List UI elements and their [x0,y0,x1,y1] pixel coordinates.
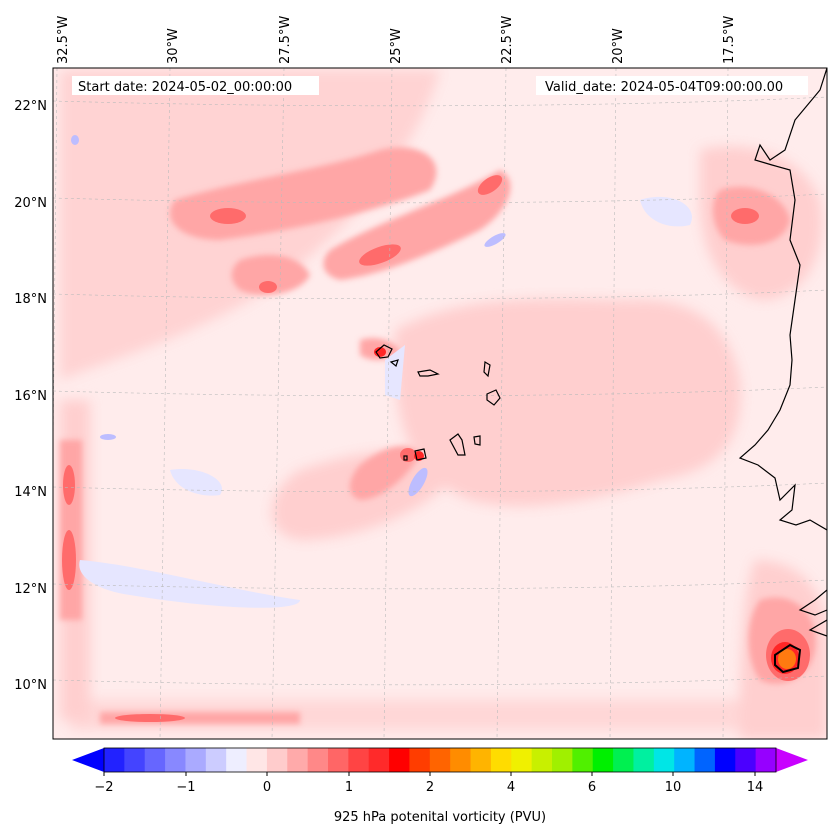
colorbar-cell [735,748,757,772]
colorbar-tick-label: −2 [94,780,113,795]
colorbar-tick-label: 6 [588,780,596,795]
colorbar-tick-label: 4 [507,780,515,795]
lat-label: 14°N [14,485,47,500]
colorbar-cell [144,748,166,772]
lat-label: 16°N [14,389,47,404]
colorbar-cell [552,748,573,772]
lon-label: 17.5°W [722,16,737,64]
bijagos-outline [774,643,802,674]
colorbar-cell [653,748,675,772]
colorbar-tick-label: 2 [426,780,434,795]
colorbar-cell [226,748,248,772]
lon-label: 22.5°W [500,16,515,64]
lon-label: 20°W [611,28,626,64]
brava [403,455,408,461]
lon-label: 27.5°W [278,16,293,64]
valid-date-label: Valid_date: 2024-05-04T09:00:00.00 [545,80,783,95]
colorbar-cell [124,748,146,772]
lat-label: 12°N [14,582,47,597]
colorbar-cell [185,748,207,772]
colorbar-cell [694,748,716,772]
colorbar-tick-label: 14 [747,780,764,795]
pv-maximum-core [778,649,796,669]
africa-coastline [738,68,827,531]
colorbar-cell [592,748,614,772]
colorbar-cell [307,748,329,772]
lat-label: 22°N [14,99,47,114]
sal [483,360,491,378]
colorbar-title: 925 hPa potenital vorticity (PVU) [334,810,546,825]
colorbar-tick-label: 10 [665,780,682,795]
colorbar-cell [674,748,696,772]
colorbar-cell [104,748,125,772]
colorbar-cell [531,748,553,772]
colorbar-cell [328,748,349,772]
colorbar-cell [389,748,410,772]
map-frame [52,67,828,740]
lat-label: 20°N [14,196,47,211]
colorbar-tick-label: −1 [176,780,195,795]
colorbar-outline [103,747,777,773]
colorbar-low-extension [72,748,104,772]
pv-field [53,68,827,739]
santiago [449,433,466,456]
colorbar-cell [572,748,594,772]
colorbar-cell [755,748,777,772]
colorbar: −2 −1 0 1 2 4 6 10 14 925 hPa potenital … [72,747,808,825]
sao-nicolau [417,369,440,377]
colorbar-cell [613,748,634,772]
colorbar-cell [409,748,431,772]
lon-label: 25°W [389,28,404,64]
colorbar-tick-label: 0 [263,780,271,795]
fogo [414,448,427,461]
colorbar-high-extension [776,748,808,772]
sao-vicente [389,359,399,368]
lat-label: 10°N [14,678,47,693]
maio [473,435,481,446]
lon-label: 30°W [166,28,181,64]
santo-antao [375,344,393,359]
map-panel: Start date: 2024-05-02_00:00:00 Valid_da… [52,67,828,740]
colorbar-cell [511,748,533,772]
lat-label: 18°N [14,292,47,307]
colorbar-cell [348,748,370,772]
colorbar-cell [368,748,390,772]
colorbar-cell [246,748,268,772]
colorbar-cell [429,748,451,772]
colorbar-cell [266,748,288,772]
coastlines [375,68,827,674]
boa-vista [486,389,501,406]
lon-label: 32.5°W [56,16,71,64]
latitude-labels: 22°N 20°N 18°N 16°N 14°N 12°N 10°N [14,99,47,693]
colorbar-cell [205,748,227,772]
colorbar-cell [450,748,472,772]
colorbar-cell [287,748,309,772]
colorbar-cell [490,748,512,772]
colorbar-tick-label: 1 [345,780,353,795]
colorbar-cell [165,748,186,772]
colorbar-cell [714,748,736,772]
graticule [53,68,827,739]
start-date-label: Start date: 2024-05-02_00:00:00 [78,80,292,95]
colorbar-cell [633,748,655,772]
colorbar-cell [470,748,492,772]
longitude-labels: 32.5°W 30°W 27.5°W 25°W 22.5°W 20°W 17.5… [56,16,737,64]
